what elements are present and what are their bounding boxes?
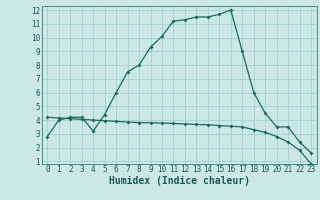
- X-axis label: Humidex (Indice chaleur): Humidex (Indice chaleur): [109, 176, 250, 186]
